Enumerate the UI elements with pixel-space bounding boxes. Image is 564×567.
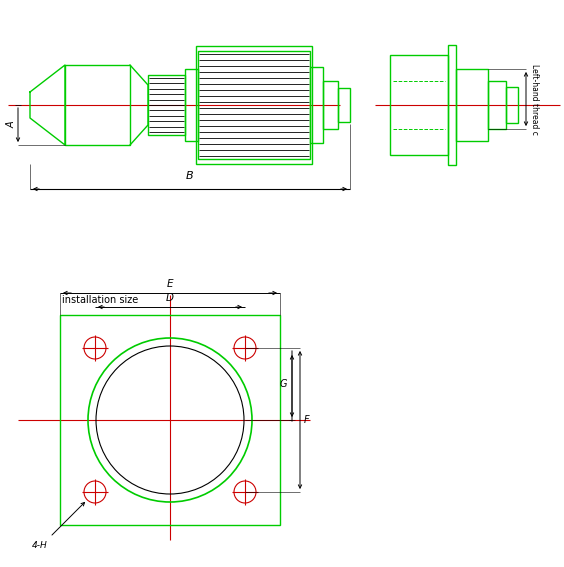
Text: G: G <box>280 379 287 389</box>
Text: D: D <box>166 293 174 303</box>
Bar <box>488 81 506 129</box>
Text: A: A <box>7 122 17 128</box>
Text: 4-H: 4-H <box>32 541 48 550</box>
Text: E: E <box>167 279 173 289</box>
Bar <box>338 88 350 122</box>
Bar <box>148 75 185 135</box>
Text: Left-hand thread c: Left-hand thread c <box>530 64 539 134</box>
Text: installation size: installation size <box>62 295 138 305</box>
Bar <box>198 51 310 159</box>
Bar <box>323 81 338 129</box>
Bar <box>196 46 312 164</box>
Bar <box>506 87 518 123</box>
Text: F: F <box>304 415 310 425</box>
Bar <box>448 45 456 165</box>
Bar <box>185 69 198 141</box>
Text: B: B <box>186 171 194 181</box>
Bar <box>390 55 448 155</box>
Bar <box>60 315 280 525</box>
Bar <box>65 65 130 145</box>
Bar <box>456 69 488 141</box>
Bar <box>310 67 323 143</box>
